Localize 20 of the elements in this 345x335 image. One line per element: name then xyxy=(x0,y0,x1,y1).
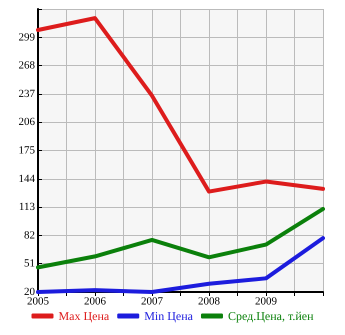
legend-label: Max Цена xyxy=(58,309,110,323)
y-tick-label: 299 xyxy=(18,31,36,44)
y-tick-label: 206 xyxy=(18,116,36,128)
x-tick-label: 2007 xyxy=(141,296,164,308)
line-series xyxy=(36,16,325,194)
line-series xyxy=(36,206,325,270)
x-tick-label: 2006 xyxy=(84,296,106,308)
y-tick-label: 144 xyxy=(18,172,36,185)
x-tick-label: 2008 xyxy=(198,296,220,308)
y-tick-label: 51 xyxy=(24,258,35,270)
y-tick-label: 237 xyxy=(18,88,36,100)
legend-label: Сред.Цена, т.йен xyxy=(228,309,314,323)
legend-label: Min Цена xyxy=(144,309,194,323)
x-tick-label: 2009 xyxy=(255,296,278,308)
y-tick-label: 20 xyxy=(24,286,36,298)
y-tick-label: 82 xyxy=(24,229,35,242)
y-tick-label: 175 xyxy=(18,144,36,156)
y-tick-label: 113 xyxy=(18,201,36,214)
x-tick-label: 2005 xyxy=(27,296,50,308)
y-tick-label: 268 xyxy=(18,60,36,72)
